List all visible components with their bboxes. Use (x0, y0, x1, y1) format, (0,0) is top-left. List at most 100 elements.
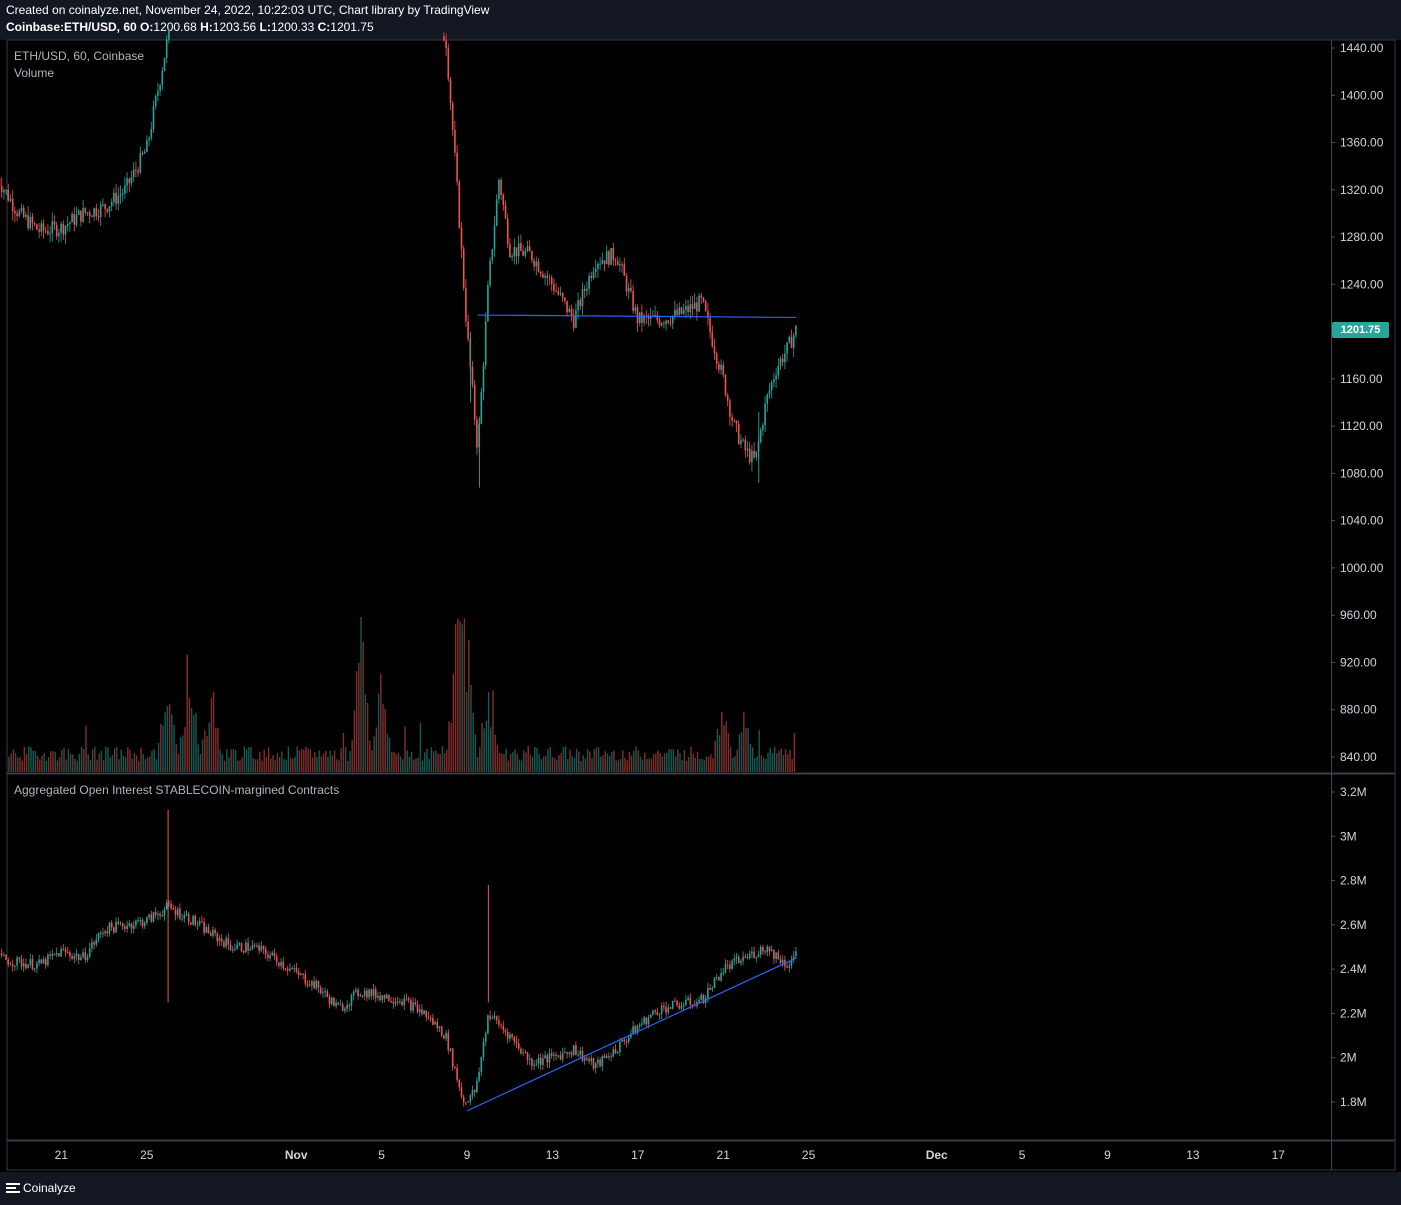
volume-bar (347, 760, 349, 772)
volume-bar (228, 757, 230, 772)
oi-candle-body (590, 1058, 593, 1062)
oi-candle-body (570, 1052, 573, 1055)
oi-candle-body (581, 1050, 584, 1061)
volume-bar (492, 690, 494, 772)
main-pane-title[interactable]: ETH/USD, 60, Coinbase (14, 49, 145, 63)
oi-candle-body (11, 964, 14, 967)
candle-body (625, 275, 628, 292)
volume-bar (309, 749, 312, 772)
oi-candle-body (715, 976, 718, 978)
oi-candle-body (132, 925, 135, 929)
oi-candle-body (621, 1039, 623, 1042)
oi-pane-title[interactable]: Aggregated Open Interest STABLECOIN-marg… (14, 783, 340, 797)
candle-body (641, 312, 643, 323)
volume-bar (745, 728, 747, 772)
oi-candle-body (687, 997, 689, 1000)
candle-body (718, 363, 720, 370)
oi-candle-body (385, 994, 388, 999)
candle-body (759, 430, 762, 443)
candle-body (86, 212, 89, 214)
candle-body (733, 420, 736, 422)
candle-body (69, 222, 71, 225)
oi-candle-body (711, 987, 714, 990)
oi-candle-body (238, 943, 241, 945)
volume-study-label[interactable]: Volume (14, 66, 55, 80)
candle-body (489, 260, 491, 286)
volume-bar (655, 753, 657, 772)
candle-body (535, 261, 538, 267)
volume-bar (501, 753, 503, 772)
volume-bar (265, 757, 268, 772)
oi-trendline (466, 957, 797, 1112)
volume-bar (168, 704, 171, 772)
oi-candle-body (300, 973, 302, 976)
candle-body (495, 199, 498, 226)
oi-candle-body (795, 951, 797, 957)
volume-bar (173, 724, 175, 772)
volume-bar (199, 753, 202, 772)
candle-body (711, 332, 714, 347)
oi-candle-body (66, 952, 69, 954)
oi-tick-label: 2.4M (1340, 962, 1367, 976)
oi-candle-body (755, 956, 758, 958)
oi-candle-body (489, 1015, 491, 1019)
candle-body (537, 261, 540, 272)
oi-candle-body (352, 991, 355, 996)
volume-bar (483, 728, 485, 772)
oi-candle-body (746, 957, 749, 959)
candle-body (724, 374, 727, 396)
oi-candle-body (148, 914, 150, 918)
volume-bar (617, 760, 620, 772)
volume-bar (476, 756, 479, 772)
oi-candle-body (766, 946, 769, 953)
chart-canvas[interactable]: 1440.00 1400.00 1360.00 1320.00 1280.00 1240.… (0, 0, 1401, 1172)
volume-bar (362, 642, 364, 772)
oi-candle-body (247, 942, 249, 951)
oi-candle-body (220, 938, 223, 942)
volume-bar (657, 750, 659, 772)
oi-candle-body (605, 1056, 608, 1058)
volume-bar (622, 750, 624, 772)
oi-candle-body (223, 941, 225, 947)
candle-body (583, 288, 586, 291)
oi-candle-body (308, 985, 311, 987)
candle-body (601, 260, 604, 264)
candle-body (781, 358, 784, 363)
volume-bar (606, 753, 609, 772)
volume-bar (47, 757, 50, 772)
oi-candle-body (86, 956, 89, 960)
candle-body (38, 229, 40, 232)
oi-candle-body (586, 1057, 588, 1060)
oi-candle-body (146, 917, 148, 924)
volume-bar (630, 755, 633, 772)
volume-bar (193, 715, 195, 772)
volume-bar (151, 750, 153, 772)
oi-candle-body (513, 1037, 516, 1042)
volume-bar (672, 749, 675, 772)
candle-body (27, 214, 29, 229)
candle-body (62, 223, 65, 235)
volume-bar (479, 747, 481, 772)
volume-bar (419, 722, 422, 772)
close-label: C: (317, 20, 331, 34)
oi-candle-body (355, 989, 357, 992)
oi-candle-body (676, 1001, 678, 1006)
candle-body (5, 189, 7, 191)
oi-candle-body (641, 1023, 643, 1025)
volume-bar (263, 749, 265, 772)
volume-bar (149, 756, 151, 772)
volume-bar (25, 753, 28, 772)
oi-candle-body (762, 946, 764, 952)
coinalyze-logo[interactable]: Coinalyze (6, 1181, 76, 1195)
candle-body (141, 152, 144, 154)
volume-bar (355, 671, 358, 772)
oi-candle-body (627, 1037, 630, 1043)
oi-candle-body (313, 981, 315, 989)
oi-candle-body (751, 951, 753, 954)
candle-body (132, 169, 135, 178)
oi-candle-body (14, 965, 16, 967)
volume-bar (685, 760, 688, 772)
candle-body (80, 210, 82, 222)
volume-bar (628, 751, 631, 772)
volume-bar (43, 753, 45, 772)
